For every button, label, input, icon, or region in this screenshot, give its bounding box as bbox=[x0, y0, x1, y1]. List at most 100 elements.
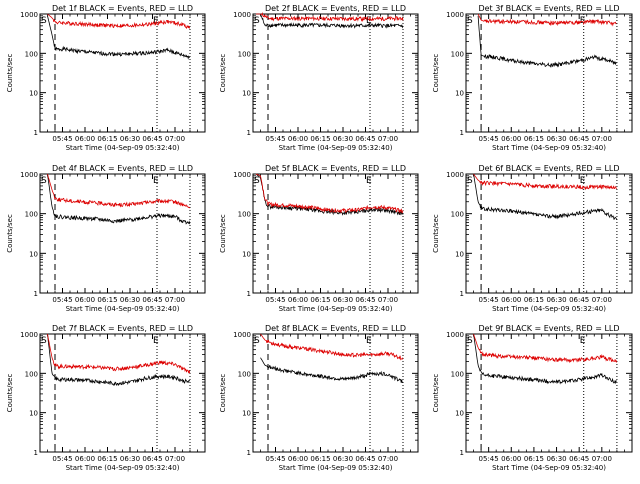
x-tick-label: 07:00 bbox=[592, 296, 612, 304]
s-marker-label: S bbox=[254, 336, 260, 346]
plot-frame bbox=[39, 173, 206, 294]
s-marker-label: S bbox=[467, 336, 473, 346]
e-marker-label: E bbox=[153, 336, 159, 346]
y-axis-label: Counts/sec bbox=[432, 374, 440, 413]
x-tick-label: 06:00 bbox=[288, 135, 308, 143]
panel-title: Det 2f BLACK = Events, RED = LLD bbox=[265, 4, 406, 13]
events-series-line bbox=[47, 173, 191, 225]
lld-series-line bbox=[47, 333, 191, 374]
lld-series-line bbox=[47, 13, 191, 30]
x-tick-label: 06:30 bbox=[333, 296, 353, 304]
x-tick-label: 06:30 bbox=[546, 135, 566, 143]
panel-title: Det 4f BLACK = Events, RED = LLD bbox=[52, 164, 193, 173]
x-tick-label: 07:00 bbox=[592, 135, 612, 143]
y-tick-label: 10 bbox=[455, 250, 464, 258]
y-tick-label: 100 bbox=[451, 211, 464, 219]
x-tick-label: 06:15 bbox=[97, 455, 117, 463]
plot-frame bbox=[465, 13, 633, 133]
x-tick-label: 06:30 bbox=[120, 296, 140, 304]
x-tick-label: 06:00 bbox=[75, 135, 95, 143]
x-tick-label: 05:45 bbox=[479, 455, 499, 463]
x-axis-label: Start Time (04-Sep-09 05:32:40) bbox=[492, 305, 606, 313]
x-tick-label: 06:15 bbox=[524, 135, 544, 143]
y-axis-label: Counts/sec bbox=[219, 54, 227, 93]
x-tick-label: 05:45 bbox=[52, 455, 72, 463]
e-marker-label: E bbox=[580, 176, 586, 186]
y-tick-label: 100 bbox=[238, 211, 251, 219]
y-tick-label: 1 bbox=[34, 449, 38, 457]
y-tick-label: 10 bbox=[29, 250, 38, 258]
panel-title: Det 9f BLACK = Events, RED = LLD bbox=[478, 324, 619, 333]
panel-4: Det 4f BLACK = Events, RED = LLD 1 10 100 10… bbox=[6, 164, 206, 313]
x-tick-label: 06:15 bbox=[310, 135, 330, 143]
y-axis-label: Counts/sec bbox=[6, 214, 14, 253]
e-marker-label: E bbox=[580, 16, 586, 26]
events-series-line bbox=[47, 333, 191, 387]
y-tick-label: 1000 bbox=[20, 11, 38, 19]
y-tick-label: 1 bbox=[247, 129, 251, 137]
lld-series-line bbox=[473, 333, 618, 364]
y-tick-label: 1000 bbox=[20, 331, 38, 339]
x-axis-label: Start Time (04-Sep-09 05:32:40) bbox=[66, 305, 180, 313]
panel-9: Det 9f BLACK = Events, RED = LLD 1 10 100 10… bbox=[432, 324, 633, 472]
s-marker-label: S bbox=[41, 336, 47, 346]
x-tick-label: 06:45 bbox=[142, 455, 162, 463]
panel-2: Det 2f BLACK = Events, RED = LLD 1 10 100 10… bbox=[219, 4, 419, 152]
y-tick-label: 100 bbox=[238, 370, 251, 378]
y-tick-label: 100 bbox=[451, 370, 464, 378]
x-axis-label: Start Time (04-Sep-09 05:32:40) bbox=[279, 464, 393, 472]
x-tick-label: 06:45 bbox=[569, 296, 589, 304]
x-tick-label: 05:45 bbox=[265, 135, 285, 143]
x-tick-label: 06:45 bbox=[355, 135, 375, 143]
s-marker-label: S bbox=[467, 176, 473, 186]
x-tick-label: 06:30 bbox=[120, 135, 140, 143]
y-tick-label: 10 bbox=[242, 410, 251, 418]
events-series-line bbox=[256, 13, 404, 29]
panel-3: Det 3f BLACK = Events, RED = LLD 1 10 100 10… bbox=[432, 4, 633, 152]
y-tick-label: 100 bbox=[25, 370, 38, 378]
y-tick-label: 100 bbox=[25, 50, 38, 58]
x-tick-label: 06:45 bbox=[355, 455, 375, 463]
x-tick-label: 05:45 bbox=[265, 455, 285, 463]
x-tick-label: 06:30 bbox=[120, 455, 140, 463]
x-axis-label: Start Time (04-Sep-09 05:32:40) bbox=[492, 464, 606, 472]
x-tick-label: 06:45 bbox=[569, 455, 589, 463]
lld-series-line bbox=[260, 333, 404, 361]
panel-title: Det 5f BLACK = Events, RED = LLD bbox=[265, 164, 406, 173]
e-marker-label: E bbox=[153, 176, 159, 186]
lld-series-line bbox=[473, 173, 617, 191]
y-tick-label: 1000 bbox=[446, 331, 464, 339]
x-axis-label: Start Time (04-Sep-09 05:32:40) bbox=[66, 464, 180, 472]
x-tick-label: 06:15 bbox=[310, 296, 330, 304]
y-axis-label: Counts/sec bbox=[6, 54, 14, 93]
panel-5: Det 5f BLACK = Events, RED = LLD 1 10 100 10… bbox=[219, 164, 419, 313]
events-series-line bbox=[473, 333, 617, 385]
y-tick-label: 1000 bbox=[233, 171, 251, 179]
x-tick-label: 05:45 bbox=[52, 296, 72, 304]
y-tick-label: 1000 bbox=[233, 331, 251, 339]
y-tick-label: 10 bbox=[242, 250, 251, 258]
x-tick-label: 06:00 bbox=[501, 296, 521, 304]
y-tick-label: 1 bbox=[247, 449, 251, 457]
panel-title: Det 1f BLACK = Events, RED = LLD bbox=[52, 4, 193, 13]
x-tick-label: 05:45 bbox=[52, 135, 72, 143]
x-tick-label: 06:00 bbox=[75, 296, 95, 304]
panel-6: Det 6f BLACK = Events, RED = LLD 1 10 100 10… bbox=[432, 164, 633, 313]
x-tick-label: 06:00 bbox=[501, 135, 521, 143]
y-tick-label: 100 bbox=[25, 211, 38, 219]
y-tick-label: 1000 bbox=[446, 171, 464, 179]
x-tick-label: 07:00 bbox=[378, 455, 398, 463]
y-tick-label: 100 bbox=[451, 50, 464, 58]
plot-frame bbox=[39, 13, 206, 133]
y-tick-label: 10 bbox=[29, 90, 38, 98]
y-tick-label: 1000 bbox=[20, 171, 38, 179]
x-tick-label: 06:30 bbox=[333, 135, 353, 143]
x-axis-label: Start Time (04-Sep-09 05:32:40) bbox=[492, 144, 606, 152]
x-tick-label: 06:30 bbox=[333, 455, 353, 463]
y-axis-label: Counts/sec bbox=[6, 374, 14, 413]
y-tick-label: 10 bbox=[242, 90, 251, 98]
x-tick-label: 06:30 bbox=[546, 296, 566, 304]
y-axis-label: Counts/sec bbox=[219, 214, 227, 253]
